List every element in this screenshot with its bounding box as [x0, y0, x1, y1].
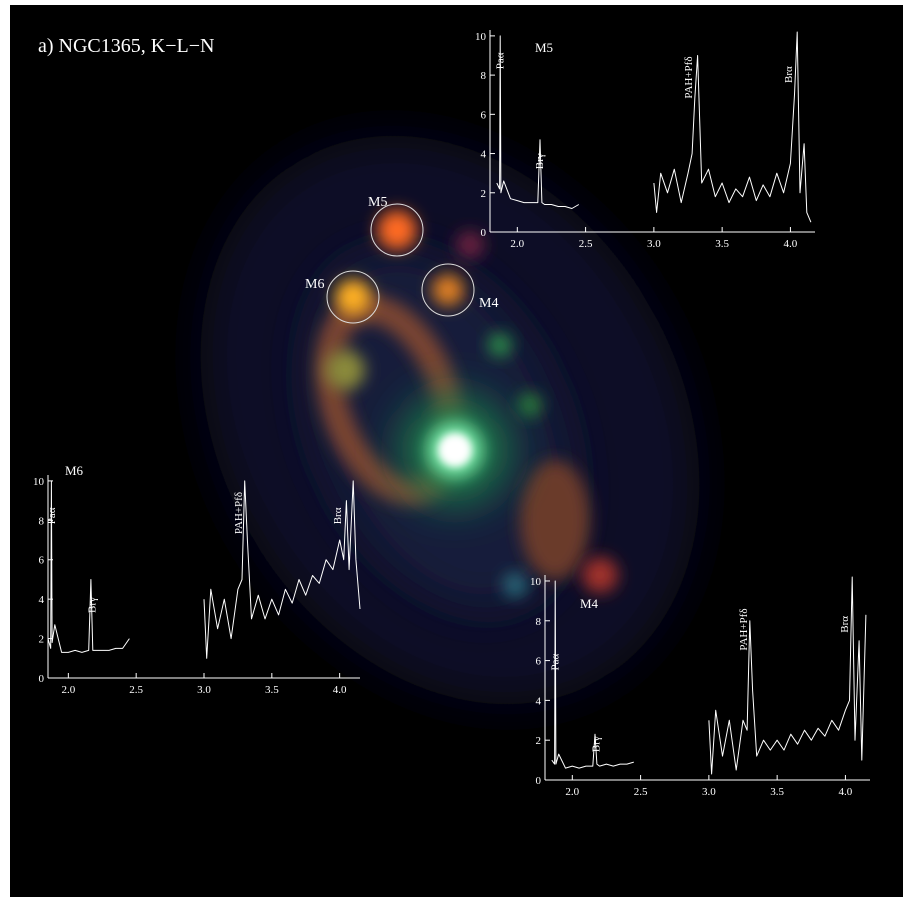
line-annotation: Brγ	[591, 736, 603, 752]
x-tick-label: 4.0	[333, 684, 347, 696]
x-tick-label: 4.0	[784, 238, 798, 250]
x-tick-label: 3.5	[770, 786, 784, 798]
x-tick-label: 3.0	[647, 238, 661, 250]
y-tick-label: 8	[39, 515, 45, 527]
page: M5 M6 M4 a) NGC1365, K−L−N 0 2 4 6 8 10 2.0 2.5…	[0, 0, 903, 897]
region-label: M6	[305, 277, 324, 292]
y-tick-label: 2	[39, 634, 45, 646]
line-annotation: PAH+Pfδ	[683, 56, 695, 98]
line-annotation: Brα	[839, 616, 851, 633]
x-tick-label: 3.5	[265, 684, 279, 696]
x-tick-label: 2.5	[129, 684, 143, 696]
x-tick-label: 3.0	[702, 786, 716, 798]
figure-title: a) NGC1365, K−L−N	[38, 35, 214, 57]
y-tick-label: 6	[536, 656, 542, 668]
y-tick-label: 0	[536, 775, 542, 787]
y-tick-label: 4	[536, 695, 542, 707]
x-tick-label: 2.0	[565, 786, 579, 798]
y-tick-label: 0	[481, 227, 487, 239]
y-tick-label: 2	[536, 735, 542, 747]
line-annotation: Paα	[550, 654, 562, 671]
y-tick-label: 8	[536, 616, 542, 628]
x-tick-label: 3.0	[197, 684, 211, 696]
y-tick-label: 8	[481, 70, 487, 82]
x-tick-label: 2.0	[510, 238, 524, 250]
y-tick-label: 2	[481, 188, 487, 200]
line-annotation: Brγ	[86, 597, 98, 613]
region-label: M4	[479, 296, 498, 311]
line-annotation: Paα	[46, 507, 58, 524]
y-tick-label: 10	[530, 576, 542, 588]
line-annotation: Paα	[495, 52, 507, 69]
y-tick-label: 4	[481, 149, 487, 161]
x-tick-label: 2.5	[634, 786, 648, 798]
x-tick-label: 2.0	[61, 684, 75, 696]
inset-title: M6	[65, 463, 84, 478]
line-annotation: PAH+Pfδ	[738, 608, 750, 650]
inset-title: M4	[580, 596, 599, 611]
inset-title: M5	[535, 40, 553, 55]
figure: M5 M6 M4 a) NGC1365, K−L−N 0 2 4 6 8 10 2.0 2.5…	[0, 0, 903, 897]
x-tick-label: 2.5	[579, 238, 593, 250]
y-tick-label: 10	[33, 476, 45, 488]
line-annotation: PAH+Pfδ	[233, 492, 245, 534]
region-label: M5	[368, 195, 387, 210]
line-annotation: Brγ	[534, 153, 546, 169]
y-tick-label: 6	[481, 109, 487, 121]
y-tick-label: 4	[39, 594, 45, 606]
line-annotation: Brα	[332, 507, 344, 524]
y-tick-label: 0	[39, 673, 45, 685]
x-tick-label: 4.0	[839, 786, 853, 798]
y-tick-label: 10	[475, 31, 487, 43]
y-tick-label: 6	[39, 555, 45, 567]
line-annotation: Brα	[783, 66, 795, 83]
x-tick-label: 3.5	[715, 238, 729, 250]
